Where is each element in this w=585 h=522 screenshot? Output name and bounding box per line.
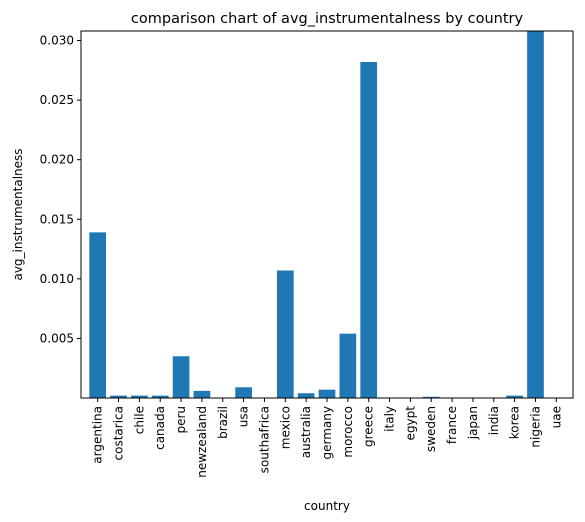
x-tick-label-peru: peru <box>174 406 188 434</box>
bar-morocco <box>339 333 357 398</box>
chart-title: comparison chart of avg_instrumentalness… <box>131 11 524 27</box>
bar-costarica <box>110 395 127 398</box>
bar-newzealand <box>193 390 211 398</box>
x-tick-label-egypt: egypt <box>403 406 417 441</box>
x-tick-label-morocco: morocco <box>341 406 355 458</box>
x-axis-label: country <box>304 499 350 513</box>
bar-usa <box>235 387 252 398</box>
y-tick-label: 0.025 <box>40 93 74 107</box>
x-tick-label-chile: chile <box>132 406 146 434</box>
y-tick-label: 0.015 <box>40 212 74 226</box>
x-tick-label-japan: japan <box>466 406 480 440</box>
bar-peru <box>172 356 190 398</box>
x-tick-label-france: france <box>445 406 459 444</box>
bar-argentina <box>89 232 107 398</box>
x-tick-label-italy: italy <box>383 406 397 432</box>
x-tick-label-greece: greece <box>362 406 376 447</box>
x-tick-label-costarica: costarica <box>112 406 126 460</box>
y-axis-label: avg_instrumentalness <box>11 148 25 280</box>
bar-germany <box>318 389 336 398</box>
x-tick-label-australia: australia <box>299 406 313 458</box>
x-tick-label-brazil: brazil <box>216 406 230 439</box>
x-tick-label-usa: usa <box>237 406 251 427</box>
x-tick-label-uae: uae <box>549 406 563 428</box>
bars-group <box>89 31 544 398</box>
y-tick-label: 0.020 <box>40 153 74 167</box>
bar-greece <box>360 61 378 398</box>
x-tick-label-southafrica: southafrica <box>257 406 271 473</box>
bar-mexico <box>276 270 294 398</box>
x-tick-label-germany: germany <box>320 406 334 459</box>
y-tick-label: 0.005 <box>40 331 74 345</box>
x-tick-label-newzealand: newzealand <box>195 406 209 478</box>
x-tick-label-sweden: sweden <box>424 406 438 452</box>
plot-frame <box>80 30 574 399</box>
bar-australia <box>297 393 315 398</box>
x-axis-ticks: argentina costarica chile canada peru newzeal… <box>91 398 563 478</box>
bar-sweden <box>422 396 440 398</box>
x-tick-label-mexico: mexico <box>278 406 292 449</box>
x-tick-label-korea: korea <box>508 406 522 439</box>
x-tick-label-argentina: argentina <box>91 406 105 464</box>
x-tick-label-canada: canada <box>153 406 167 450</box>
x-tick-label-india: india <box>487 406 501 435</box>
bar-korea <box>506 395 523 398</box>
bar-canada <box>151 395 169 398</box>
y-axis-ticks: 0.005 0.010 0.015 0.020 0.025 0.030 <box>40 34 81 345</box>
x-tick-label-nigeria: nigeria <box>528 406 542 448</box>
bar-nigeria <box>527 31 544 398</box>
y-tick-label: 0.030 <box>40 34 74 48</box>
bar-chile <box>131 395 148 398</box>
y-tick-label: 0.010 <box>40 272 74 286</box>
